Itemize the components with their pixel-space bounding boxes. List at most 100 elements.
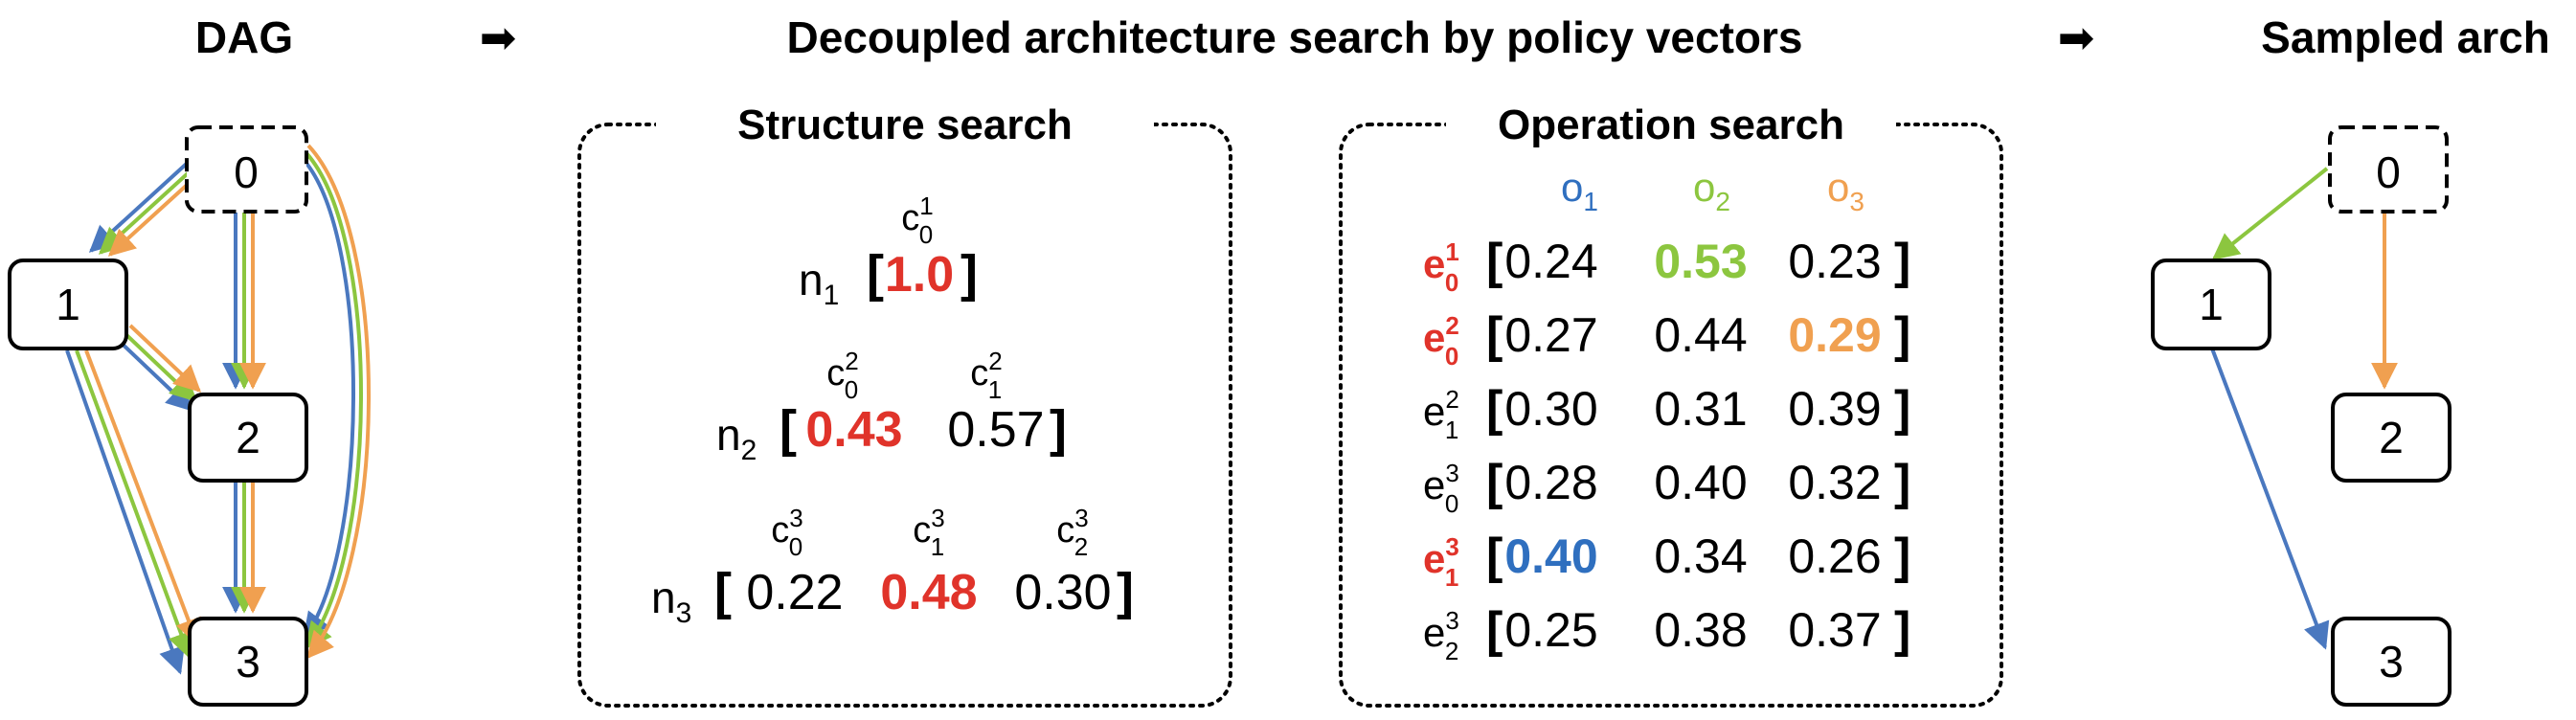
operation-bracket-left: [ (1486, 602, 1503, 658)
operation-value: 0.27 (1504, 308, 1597, 362)
operation-search-title: Operation search (1498, 101, 1844, 148)
structure-value: 1.0 (885, 247, 954, 303)
dag-edge-0-1-blue (88, 159, 192, 253)
operation-value: 0.44 (1654, 308, 1747, 362)
dag-node-label: 3 (236, 637, 260, 686)
operation-value: 0.23 (1788, 235, 1881, 288)
structure-search-panel: Structure search c1 0 n1 [ 1.0 ] c2 0 c2 1 … (577, 96, 1232, 708)
op-header-o3: o3 (1827, 165, 1864, 216)
operation-value: 0.37 (1788, 603, 1881, 657)
operation-row-label: e1 0 (1423, 237, 1459, 297)
operation-row: e3 0 [0.28 0.40 0.32] (1423, 455, 1910, 518)
structure-bracket-right: ] (1050, 400, 1067, 458)
operation-row: e2 1 [0.30 0.31 0.39] (1423, 381, 1910, 444)
operation-value: 0.40 (1654, 456, 1747, 509)
dag-edge-0-1-green (98, 163, 199, 255)
dag-title: DAG (195, 12, 293, 62)
structure-col-label: c3 2 (1056, 504, 1088, 561)
operation-value: 0.53 (1654, 235, 1747, 288)
sampled-node-0: 0 (2328, 125, 2449, 214)
sampled-node-1: 1 (2151, 259, 2271, 350)
operation-value: 0.30 (1504, 382, 1597, 436)
operation-row: e2 0 [0.27 0.44 0.29] (1423, 307, 1910, 371)
sampled-node-label: 2 (2379, 413, 2404, 462)
operation-row-label: e3 1 (1423, 532, 1459, 592)
operation-bracket-right: ] (1894, 234, 1910, 289)
operation-bracket-left: [ (1486, 455, 1503, 510)
dag-node-label: 0 (234, 147, 259, 197)
dag-nodes: 0 1 2 3 (8, 125, 308, 707)
sampled-arch-title: Sampled arch (2261, 12, 2550, 62)
dag-edge-0-3-green (305, 151, 363, 650)
operation-row: e1 0 [0.24 0.53 0.23] (1423, 234, 1910, 297)
dag-node-3: 3 (188, 617, 308, 707)
dag-node-0: 0 (185, 125, 308, 214)
structure-value: 0.43 (805, 402, 902, 458)
structure-value: 0.57 (947, 402, 1044, 458)
dag-edge-0-3-orange (306, 144, 371, 660)
structure-row-n2: n2 (716, 410, 757, 466)
right-arrow-icon: ➡ (2058, 11, 2095, 63)
right-arrow-icon: ➡ (480, 11, 517, 63)
dag-edge-0-3-blue (303, 159, 355, 641)
dag-node-label: 2 (236, 413, 260, 462)
sampled-node-label: 0 (2376, 147, 2401, 197)
structure-bracket-left: [ (867, 245, 884, 303)
operation-bracket-left: [ (1486, 529, 1503, 584)
operation-bracket-right: ] (1894, 602, 1910, 658)
operation-value: 0.32 (1788, 456, 1881, 509)
operation-bracket-right: ] (1894, 307, 1910, 363)
operation-row: e3 1 [0.40 0.34 0.26] (1423, 529, 1910, 592)
operation-row-label: e2 0 (1423, 311, 1459, 371)
dag-edge-1-3-orange (84, 349, 202, 646)
operation-row-label: e3 2 (1423, 606, 1459, 665)
operation-row-label: e2 1 (1423, 385, 1459, 444)
structure-col-label: c1 0 (901, 191, 933, 249)
dag-node-1: 1 (8, 259, 128, 350)
structure-row-n1: n1 (799, 255, 839, 311)
operation-value: 0.26 (1788, 529, 1881, 583)
operation-value: 0.28 (1504, 456, 1597, 509)
operation-bracket-right: ] (1894, 381, 1910, 437)
dag-node-2: 2 (188, 393, 308, 483)
structure-col-label: c2 1 (970, 347, 1002, 404)
operation-bracket-right: ] (1894, 529, 1910, 584)
operation-value: 0.38 (1654, 603, 1747, 657)
structure-bracket-left: [ (780, 400, 797, 458)
operation-row-label: e3 0 (1423, 459, 1459, 518)
operation-value: 0.29 (1788, 308, 1881, 362)
dag-edge-1-3-blue (65, 349, 185, 675)
dag-edge-1-2-orange (128, 324, 202, 393)
sampled-edge-1-3 (2210, 348, 2330, 650)
sampled-node-label: 3 (2379, 637, 2404, 686)
operation-value: 0.34 (1654, 529, 1747, 583)
sampled-node-label: 1 (2199, 280, 2224, 329)
sampled-arch: 0 1 2 3 (2151, 125, 2452, 707)
operation-row: e3 2 [0.25 0.38 0.37] (1423, 602, 1910, 665)
operation-value: 0.25 (1504, 603, 1597, 657)
sampled-node-3: 3 (2331, 617, 2452, 707)
operation-value: 0.40 (1504, 529, 1597, 583)
main-title: Decoupled architecture search by policy … (787, 12, 1803, 62)
structure-col-label: c3 0 (771, 504, 802, 561)
operation-search-panel: Operation search o1 o2 o3 e1 0 [0.24 0.53 0.… (1339, 96, 2003, 708)
structure-value: 0.30 (1014, 565, 1111, 620)
dag-edge-1-2-green (121, 329, 198, 402)
operation-value: 0.24 (1504, 235, 1597, 288)
structure-value: 0.48 (880, 565, 977, 620)
structure-search-title: Structure search (737, 101, 1073, 148)
structure-col-label: c3 1 (913, 504, 944, 561)
op-header-o2: o2 (1693, 165, 1730, 216)
dag-edges (65, 144, 371, 675)
sampled-edge-0-1 (2211, 167, 2329, 260)
operation-value: 0.39 (1788, 382, 1881, 436)
structure-value: 0.22 (746, 565, 843, 620)
sampled-node-2: 2 (2331, 393, 2452, 483)
op-header-o1: o1 (1561, 165, 1598, 216)
structure-bracket-right: ] (1117, 563, 1134, 620)
structure-bracket-left: [ (714, 563, 732, 620)
structure-bracket-right: ] (960, 245, 978, 303)
operation-bracket-left: [ (1486, 307, 1503, 363)
operation-bracket-left: [ (1486, 234, 1503, 289)
